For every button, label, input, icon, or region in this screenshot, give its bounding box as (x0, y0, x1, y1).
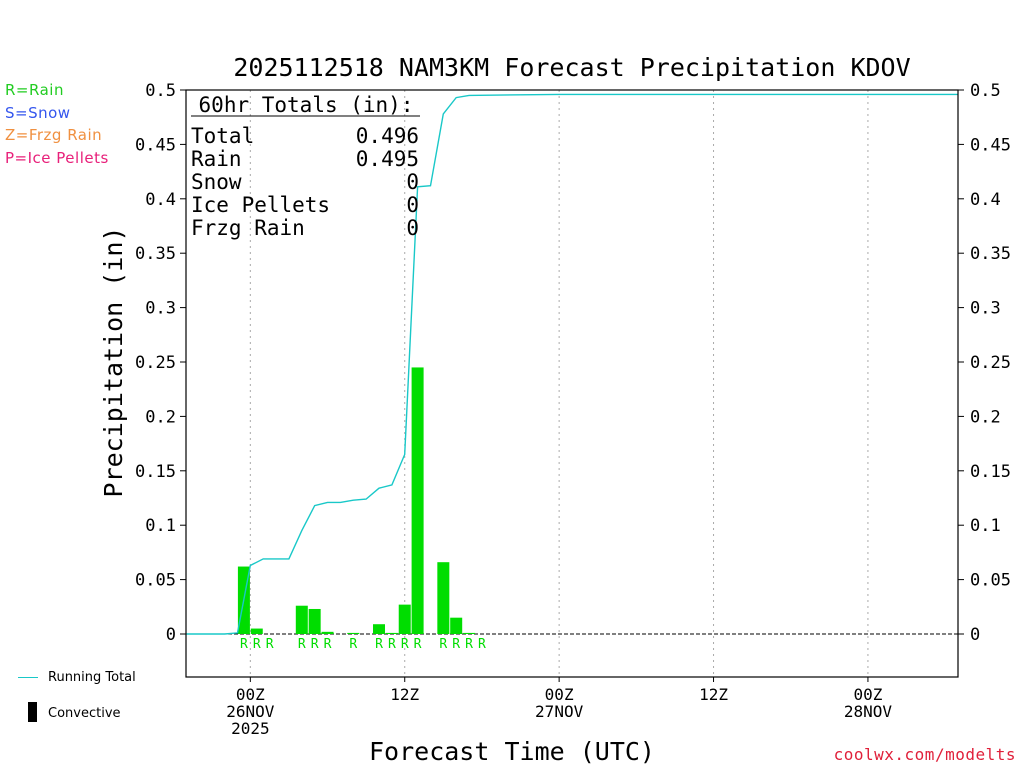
precip-bar-10 (437, 562, 450, 634)
precip-bar-7 (385, 632, 398, 634)
y-tick-label-left-6: 0.3 (145, 299, 176, 319)
legend-ice-pellets: P=Ice Pellets (5, 149, 109, 167)
totals-row-value-4: 0 (406, 216, 419, 240)
x-tick-label-0-0: 00Z (236, 685, 265, 704)
precip-bar-3 (308, 608, 321, 634)
totals-row-label-2: Snow (191, 170, 242, 194)
ptype-label-12: R (452, 637, 460, 652)
y-tick-label-left-3: 0.15 (135, 462, 176, 482)
ptype-label-6: R (349, 637, 357, 652)
ptype-label-5: R (324, 637, 332, 652)
precip-bar-12 (463, 632, 476, 634)
plot-frame (185, 89, 959, 678)
totals-row-value-2: 0 (406, 170, 419, 194)
totals-row-label-3: Ice Pellets (191, 193, 330, 217)
legend-convective: Convective (48, 706, 121, 721)
ptype-label-4: R (311, 637, 319, 652)
precip-bar-6 (373, 624, 385, 634)
ptype-label-10: R (414, 637, 422, 652)
ptype-label-3: R (298, 637, 306, 652)
ptype-label-9: R (401, 637, 409, 652)
y-tick-label-right-10: 0.5 (970, 81, 1001, 101)
totals-header: 60hr Totals (in): (199, 93, 414, 117)
legend-frzg-rain: Z=Frzg Rain (5, 126, 103, 144)
y-tick-label-left-0: 0 (166, 625, 176, 645)
ptype-label-8: R (388, 637, 396, 652)
y-tick-label-left-10: 0.5 (145, 81, 176, 101)
running-total-legend-swatch (18, 677, 38, 678)
x-tick-label-0-2: 2025 (231, 719, 270, 738)
y-tick-label-right-2: 0.1 (970, 516, 1001, 536)
legend-rain: R=Rain (5, 81, 64, 99)
running-total-line (186, 93, 958, 635)
y-tick-label-right-9: 0.45 (970, 135, 1011, 155)
y-axis-title: Precipitation (in) (99, 227, 128, 498)
x-tick-label-3-0: 12Z (699, 685, 728, 704)
x-tick-label-2-1: 27NOV (535, 702, 584, 721)
totals-row-value-0: 0.496 (356, 124, 419, 148)
ptype-label-7: R (375, 637, 383, 652)
precip-bar-9 (411, 367, 424, 634)
y-tick-label-left-2: 0.1 (145, 516, 176, 536)
y-tick-label-right-3: 0.15 (970, 462, 1011, 482)
precip-bar-5 (347, 632, 360, 634)
y-tick-label-right-1: 0.05 (970, 571, 1011, 591)
x-tick-label-4-0: 00Z (853, 685, 882, 704)
totals-row-value-3: 0 (406, 193, 419, 217)
y-tick-label-left-4: 0.2 (145, 407, 176, 427)
totals-row-label-0: Total (191, 124, 254, 148)
totals-row-label-4: Frzg Rain (191, 216, 305, 240)
y-tick-label-right-5: 0.25 (970, 353, 1011, 373)
y-tick-label-left-8: 0.4 (145, 190, 176, 210)
precip-bar-4 (321, 631, 334, 634)
x-tick-label-0-1: 26NOV (226, 702, 275, 721)
x-tick-label-2-0: 00Z (545, 685, 574, 704)
ptype-label-1: R (253, 637, 261, 652)
y-tick-label-right-8: 0.4 (970, 190, 1001, 210)
ptype-label-11: R (439, 637, 447, 652)
ptype-label-14: R (478, 637, 486, 652)
y-tick-label-right-4: 0.2 (970, 407, 1001, 427)
ptype-label-13: R (465, 637, 473, 652)
chart-title: 2025112518 NAM3KM Forecast Precipitation… (233, 53, 910, 82)
totals-row-label-1: Rain (191, 147, 242, 171)
site-credit[interactable]: coolwx.com/modelts (833, 745, 1016, 764)
y-tick-label-left-9: 0.45 (135, 135, 176, 155)
y-tick-label-right-7: 0.35 (970, 244, 1011, 264)
y-tick-label-right-0: 0 (970, 625, 980, 645)
x-tick-label-1-0: 12Z (390, 685, 419, 704)
precip-bar-1 (250, 628, 263, 634)
y-tick-label-left-1: 0.05 (135, 571, 176, 591)
x-tick-label-4-1: 28NOV (844, 702, 893, 721)
legend-running-total: Running Total (48, 670, 136, 685)
y-tick-label-right-6: 0.3 (970, 299, 1001, 319)
x-axis-title: Forecast Time (UTC) (369, 737, 655, 766)
legend-snow: S=Snow (5, 104, 71, 122)
ptype-label-2: R (266, 637, 274, 652)
ptype-label-0: R (240, 637, 248, 652)
precip-bar-2 (295, 605, 308, 634)
convective-legend-swatch (28, 702, 37, 722)
precip-bar-8 (398, 604, 411, 634)
y-tick-label-left-7: 0.35 (135, 244, 176, 264)
precip-bar-11 (450, 617, 463, 634)
y-tick-label-left-5: 0.25 (135, 353, 176, 373)
totals-row-value-1: 0.495 (356, 147, 419, 171)
